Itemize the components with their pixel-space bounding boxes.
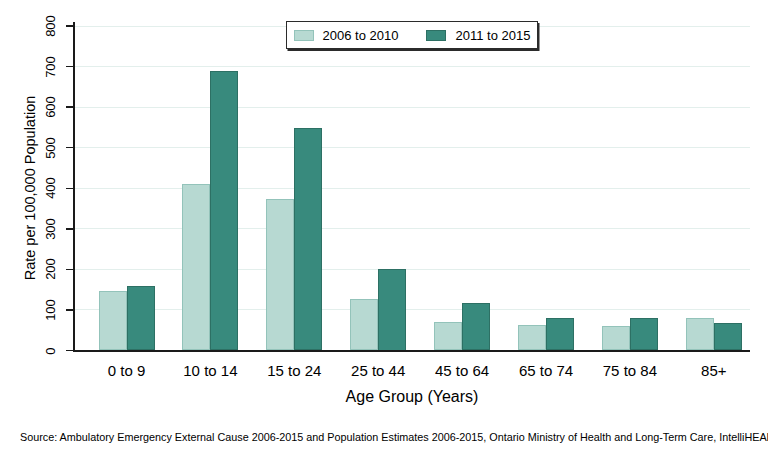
bar-2006-to-2010-65-to-74 <box>518 325 546 350</box>
y-tick-400 <box>66 188 73 189</box>
bar-2011-to-2015-25-to-44 <box>378 269 406 350</box>
x-tick-label-75-to-84: 75 to 84 <box>585 362 675 379</box>
x-tick-label-65-to-74: 65 to 74 <box>501 362 591 379</box>
gridline-400 <box>73 188 750 189</box>
y-axis-title: Rate per 100,000 Population <box>21 23 39 353</box>
gridline-700 <box>73 66 750 67</box>
bar-2006-to-2010-15-to-24 <box>266 199 294 350</box>
x-tick-label-15-to-24: 15 to 24 <box>249 362 339 379</box>
bar-2011-to-2015-85+ <box>714 323 742 351</box>
legend-item-2011-2015: 2011 to 2015 <box>426 29 530 42</box>
source-note: Source: Ambulatory Emergency External Ca… <box>20 431 768 444</box>
y-tick-300 <box>66 228 73 229</box>
legend-swatch-2011-2015 <box>426 30 446 41</box>
bar-2006-to-2010-25-to-44 <box>350 299 378 351</box>
x-axis-title: Age Group (Years) <box>262 388 562 406</box>
y-tick-label-600: 600 <box>44 85 58 129</box>
gridline-300 <box>73 228 750 229</box>
legend-swatch-2006-2010 <box>294 30 314 41</box>
y-tick-label-500: 500 <box>44 126 58 170</box>
legend-item-2006-2010: 2006 to 2010 <box>294 29 399 42</box>
x-tick-label-85+: 85+ <box>669 362 759 379</box>
bar-2006-to-2010-45-to-64 <box>434 322 462 351</box>
legend-label-2011-2015: 2011 to 2015 <box>455 29 530 42</box>
y-tick-100 <box>66 309 73 310</box>
bar-chart-figure: Rate per 100,000 Population 2006 to 2010… <box>0 0 768 461</box>
bar-2011-to-2015-15-to-24 <box>294 128 322 350</box>
bar-2011-to-2015-65-to-74 <box>546 318 574 350</box>
gridline-200 <box>73 269 750 270</box>
y-tick-label-800: 800 <box>44 4 58 48</box>
y-tick-200 <box>66 269 73 270</box>
x-axis-line <box>73 350 750 352</box>
y-tick-label-200: 200 <box>44 247 58 291</box>
legend: 2006 to 2010 2011 to 2015 <box>286 21 538 49</box>
bar-2006-to-2010-75-to-84 <box>602 326 630 351</box>
bar-2006-to-2010-0-to-9 <box>99 291 127 351</box>
x-tick-label-45-to-64: 45 to 64 <box>417 362 507 379</box>
y-tick-label-700: 700 <box>44 45 58 89</box>
x-tick-label-0-to-9: 0 to 9 <box>82 362 172 379</box>
gridline-500 <box>73 147 750 148</box>
bar-2006-to-2010-85+ <box>686 318 714 351</box>
y-tick-600 <box>66 106 73 107</box>
gridline-600 <box>73 107 750 108</box>
y-tick-700 <box>66 66 73 67</box>
y-tick-500 <box>66 147 73 148</box>
bar-2011-to-2015-75-to-84 <box>630 318 658 350</box>
bar-2011-to-2015-10-to-14 <box>210 71 238 350</box>
y-axis-line <box>73 22 75 352</box>
gridline-100 <box>73 309 750 310</box>
y-tick-0 <box>66 350 73 351</box>
y-tick-800 <box>66 25 73 26</box>
y-tick-label-300: 300 <box>44 207 58 251</box>
bar-2011-to-2015-45-to-64 <box>462 303 490 350</box>
x-tick-label-25-to-44: 25 to 44 <box>333 362 423 379</box>
bar-2011-to-2015-0-to-9 <box>127 286 155 350</box>
y-tick-label-400: 400 <box>44 166 58 210</box>
x-tick-label-10-to-14: 10 to 14 <box>165 362 255 379</box>
legend-label-2006-2010: 2006 to 2010 <box>323 29 399 42</box>
y-tick-label-0: 0 <box>44 329 58 373</box>
bar-2006-to-2010-10-to-14 <box>182 184 210 350</box>
y-tick-label-100: 100 <box>44 288 58 332</box>
